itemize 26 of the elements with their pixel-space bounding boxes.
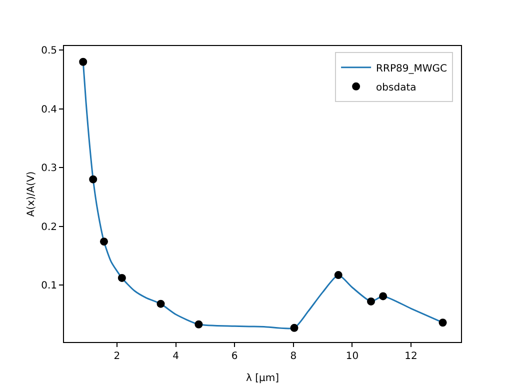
y-tick-label: 0.1 [41,280,57,292]
x-tick-label: 8 [290,351,297,362]
point [194,320,203,328]
y-tick-label: 0.5 [41,46,57,57]
point [118,274,126,282]
x-tick-label: 12 [404,351,418,362]
legend-label: obsdata [376,82,416,94]
x-tick-label: 2 [114,351,120,362]
point [79,58,88,66]
point [290,324,298,332]
point [100,238,108,246]
point [367,297,376,306]
y-tick-label: 0.2 [41,222,57,233]
point [89,175,98,184]
y-axis-title: A(x)/A(V) [26,171,37,217]
x-axis-title: λ [μm] [246,373,280,384]
point [334,271,342,280]
x-tick-label: 4 [172,351,179,362]
y-tick-label: 0.4 [41,104,57,116]
point [156,300,165,308]
point [379,292,388,300]
x-tick-label: 6 [231,351,238,362]
point [438,318,447,327]
x-tick-label: 10 [346,351,359,362]
legend-label: RRP89_MWGC [376,63,447,74]
y-tick-label: 0.3 [41,163,57,174]
